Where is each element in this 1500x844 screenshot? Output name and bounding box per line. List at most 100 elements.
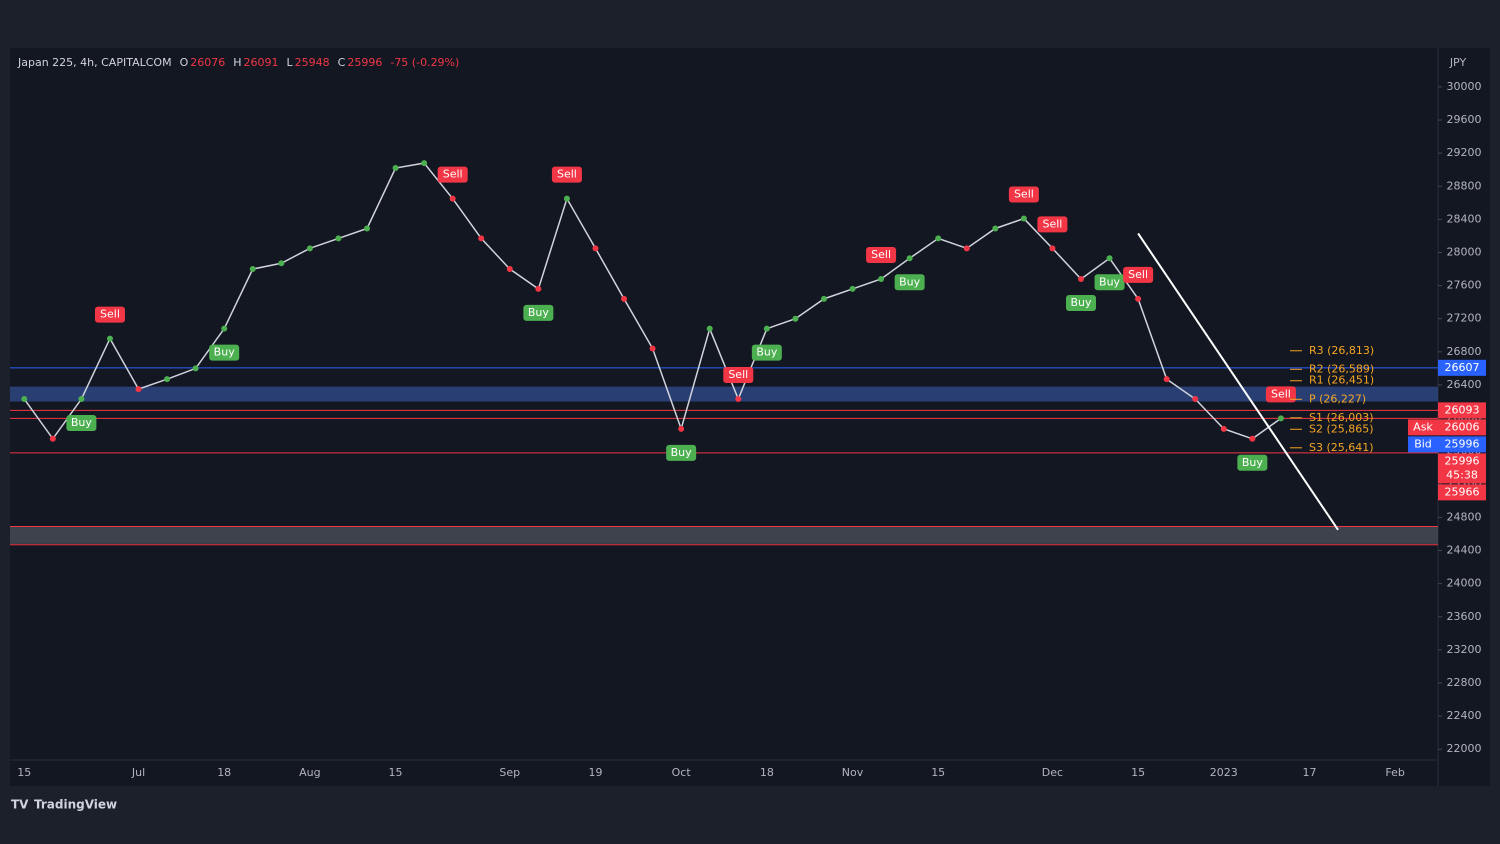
signal-badge <box>723 367 754 384</box>
ohlc-value: 25948 <box>295 56 330 69</box>
pivot-label: P (26,227) <box>1309 392 1366 405</box>
signal-badge <box>1094 274 1125 291</box>
signal-label: Sell <box>1271 387 1291 400</box>
x-tick-label: Nov <box>842 766 864 779</box>
signal-label: Buy <box>671 446 693 459</box>
signal-label: Sell <box>557 168 577 181</box>
price-point <box>963 245 970 252</box>
price-tag-label: 25966 <box>1445 485 1480 498</box>
price-point <box>449 195 456 202</box>
signal-label: Sell <box>1014 188 1034 201</box>
price-point <box>21 396 28 403</box>
pivot-label: R3 (26,813) <box>1309 344 1374 357</box>
price-tag <box>1438 484 1486 501</box>
price-tag <box>1438 436 1486 453</box>
x-tick-label: 19 <box>588 766 602 779</box>
price-tag <box>1438 419 1486 436</box>
price-point <box>106 335 113 342</box>
signal-badge <box>437 166 468 183</box>
x-tick-label: 15 <box>1131 766 1145 779</box>
price-point <box>506 266 513 273</box>
price-point <box>192 365 199 372</box>
price-point <box>421 160 428 167</box>
y-tick-label: 28000 <box>1447 245 1482 258</box>
price-point <box>1249 435 1256 442</box>
price-point <box>278 260 285 267</box>
signal-badge <box>94 306 125 323</box>
y-tick-label: 22800 <box>1447 676 1482 689</box>
price-point <box>592 245 599 252</box>
ohlc-label: H <box>233 56 241 69</box>
price-tag <box>1438 453 1486 484</box>
price-tag-label: 26093 <box>1445 403 1480 416</box>
y-tick-label: 28400 <box>1447 212 1482 225</box>
price-tag-label: 25996 <box>1445 437 1480 450</box>
signal-label: Sell <box>443 168 463 181</box>
signal-label: Buy <box>528 306 550 319</box>
price-point <box>221 325 228 332</box>
quote-tag <box>1408 436 1438 453</box>
price-point <box>906 255 913 262</box>
price-point <box>478 235 485 242</box>
price-point <box>706 325 713 332</box>
quote-tag-label: Ask <box>1413 420 1433 433</box>
price-tag <box>1438 359 1486 376</box>
price-point <box>1078 275 1084 282</box>
price-point <box>1106 255 1113 262</box>
y-tick-label: 30000 <box>1447 80 1482 93</box>
signal-badge <box>1237 454 1268 471</box>
signal-label: Sell <box>1128 268 1148 281</box>
signal-badge <box>1008 186 1039 203</box>
price-point <box>335 235 342 242</box>
price-point <box>306 245 313 252</box>
price-point <box>563 195 570 202</box>
price-tag-label: 26607 <box>1445 361 1480 374</box>
price-point <box>849 285 856 292</box>
signal-badge <box>551 166 582 183</box>
x-tick-label: Aug <box>299 766 320 779</box>
x-tick-label: Oct <box>672 766 692 779</box>
x-tick-label: 18 <box>217 766 231 779</box>
y-tick-label: 22400 <box>1447 709 1482 722</box>
ohlc-value: 25996 <box>347 56 382 69</box>
y-tick-label: 22000 <box>1447 742 1482 755</box>
price-point <box>78 396 85 403</box>
symbol: Japan 225, 4h, CAPITALCOM <box>17 56 172 69</box>
ohlc-value: 26091 <box>244 56 279 69</box>
y-tick-label: 29600 <box>1447 113 1482 126</box>
y-tick-label: 27600 <box>1447 279 1482 292</box>
y-tick-label: 26400 <box>1447 378 1482 391</box>
pivot-label: S3 (25,641) <box>1309 441 1374 454</box>
pivot-label: S2 (25,865) <box>1309 422 1374 435</box>
zone <box>10 526 1438 544</box>
price-point <box>878 275 885 282</box>
y-tick-label: 28800 <box>1447 179 1482 192</box>
price-point <box>49 435 56 442</box>
y-tick-label: 26800 <box>1447 345 1482 358</box>
price-point <box>792 315 799 322</box>
y-tick-label: 24800 <box>1447 510 1482 523</box>
brand-logo: TV <box>11 798 29 812</box>
price-point <box>621 295 628 302</box>
pivot-label: R2 (26,589) <box>1309 362 1374 375</box>
price-point <box>392 165 399 172</box>
x-tick-label: 18 <box>760 766 774 779</box>
quote-tag <box>1408 419 1438 436</box>
pivot-label: R1 (26,451) <box>1309 374 1374 387</box>
signal-label: Buy <box>1099 275 1121 288</box>
pivot-label: S1 (26,003) <box>1309 411 1374 424</box>
signal-label: Buy <box>71 416 93 429</box>
signal-badge <box>866 246 897 263</box>
signal-label: Buy <box>756 346 778 359</box>
ohlc-value: 26076 <box>190 56 225 69</box>
signal-label: Sell <box>100 308 120 321</box>
y-tick-label: 24400 <box>1447 544 1482 557</box>
ohlc-label: L <box>287 56 294 69</box>
signal-badge <box>209 344 240 361</box>
signal-badge <box>666 444 697 461</box>
signal-label: Sell <box>871 248 891 261</box>
price-point <box>249 266 256 273</box>
x-tick-label: Feb <box>1385 766 1404 779</box>
